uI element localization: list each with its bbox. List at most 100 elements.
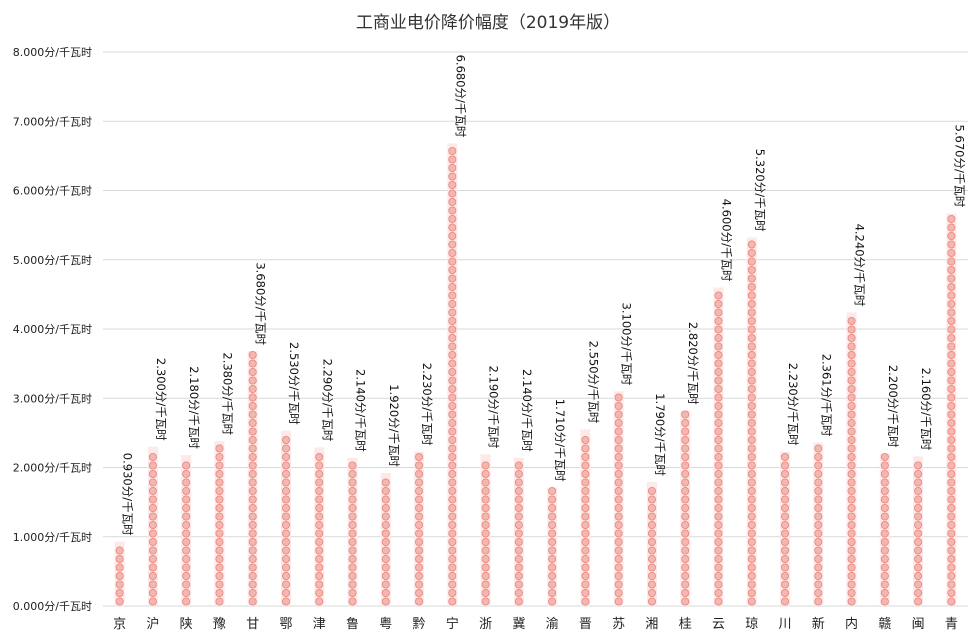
bar-marker xyxy=(647,538,656,547)
bar-marker xyxy=(148,461,157,470)
bar xyxy=(713,287,724,606)
bar-marker xyxy=(315,512,324,521)
bar-marker xyxy=(614,495,623,504)
bar-marker xyxy=(847,478,856,487)
bar-marker xyxy=(182,503,191,512)
bar-marker xyxy=(747,333,756,342)
x-tick-label: 琼 xyxy=(745,617,758,632)
bar-marker xyxy=(448,555,457,564)
x-tick-label: 甘 xyxy=(246,617,259,632)
x-tick-label: 湘 xyxy=(645,617,658,632)
data-label: 4.240分/千瓦时 xyxy=(853,224,867,307)
bar-marker xyxy=(947,589,956,598)
bar-marker xyxy=(315,572,324,581)
bar-marker xyxy=(747,495,756,504)
bar-marker xyxy=(614,435,623,444)
bar-marker xyxy=(681,418,690,427)
data-labels: 0.930分/千瓦时 2.300分/千瓦时 2.180分/千瓦时 2.380分/千瓦时… xyxy=(121,55,967,536)
bar-marker xyxy=(614,538,623,547)
bar-marker xyxy=(315,555,324,564)
bar-marker xyxy=(914,563,923,572)
bar-marker xyxy=(947,316,956,325)
bar-marker xyxy=(381,589,390,598)
bar-marker xyxy=(947,291,956,300)
bar-marker xyxy=(548,580,557,589)
bar-marker xyxy=(415,486,424,495)
bar-marker xyxy=(315,503,324,512)
bar-marker xyxy=(714,350,723,359)
bar-marker xyxy=(747,342,756,351)
bar-marker xyxy=(448,393,457,402)
bar-marker xyxy=(281,486,290,495)
bar-marker xyxy=(681,512,690,521)
bar-marker xyxy=(614,555,623,564)
bar-marker xyxy=(714,529,723,538)
bar-marker xyxy=(215,563,224,572)
bar-marker xyxy=(747,282,756,291)
bar-marker xyxy=(248,350,257,359)
bar-marker xyxy=(914,572,923,581)
bar-marker xyxy=(581,572,590,581)
bar-marker xyxy=(947,384,956,393)
bar-marker xyxy=(281,597,290,606)
bar-marker xyxy=(947,333,956,342)
bar-marker xyxy=(747,308,756,317)
bar-marker xyxy=(348,589,357,598)
bar xyxy=(114,541,125,606)
bar-marker xyxy=(847,401,856,410)
bar-marker xyxy=(448,189,457,198)
bar-marker xyxy=(847,563,856,572)
bar-marker xyxy=(581,521,590,530)
bar-marker xyxy=(914,529,923,538)
bar-marker xyxy=(215,597,224,606)
data-label: 2.230分/千瓦时 xyxy=(786,363,800,446)
bar-marker xyxy=(747,325,756,334)
bar-marker xyxy=(681,538,690,547)
bar-marker xyxy=(248,469,257,478)
bar-marker xyxy=(781,555,790,564)
bar-marker xyxy=(747,512,756,521)
bar-marker xyxy=(681,546,690,555)
bar-marker xyxy=(714,563,723,572)
bar-marker xyxy=(115,580,124,589)
bar-marker xyxy=(947,367,956,376)
bar-marker xyxy=(448,410,457,419)
bar-marker xyxy=(481,597,490,606)
bar-marker xyxy=(914,597,923,606)
bar-marker xyxy=(348,555,357,564)
bar-marker xyxy=(747,521,756,530)
bar-marker xyxy=(947,350,956,359)
bar xyxy=(646,482,657,606)
bar-marker xyxy=(481,521,490,530)
bar-marker xyxy=(514,478,523,487)
bar-marker xyxy=(947,376,956,385)
bar-marker xyxy=(448,529,457,538)
bar-marker xyxy=(215,503,224,512)
bar-marker xyxy=(647,580,656,589)
bar-marker xyxy=(381,478,390,487)
bar-marker xyxy=(248,521,257,530)
bar-marker xyxy=(847,521,856,530)
bar-marker xyxy=(148,580,157,589)
bar-marker xyxy=(681,572,690,581)
bar-marker xyxy=(448,325,457,334)
bar-marker xyxy=(448,316,457,325)
x-tick-label: 鄂 xyxy=(279,617,292,632)
bar-marker xyxy=(348,563,357,572)
bar xyxy=(181,455,192,606)
bar-marker xyxy=(148,495,157,504)
bar-marker xyxy=(248,393,257,402)
bar-marker xyxy=(880,495,889,504)
bar-marker xyxy=(448,291,457,300)
bar-marker xyxy=(281,580,290,589)
bar-marker xyxy=(647,495,656,504)
bar-marker xyxy=(315,461,324,470)
bar xyxy=(347,457,358,606)
bar-marker xyxy=(880,538,889,547)
bar-marker xyxy=(415,546,424,555)
bar-marker xyxy=(215,529,224,538)
bar-marker xyxy=(448,240,457,249)
bar-marker xyxy=(714,384,723,393)
bar-marker xyxy=(281,495,290,504)
bar-marker xyxy=(514,580,523,589)
